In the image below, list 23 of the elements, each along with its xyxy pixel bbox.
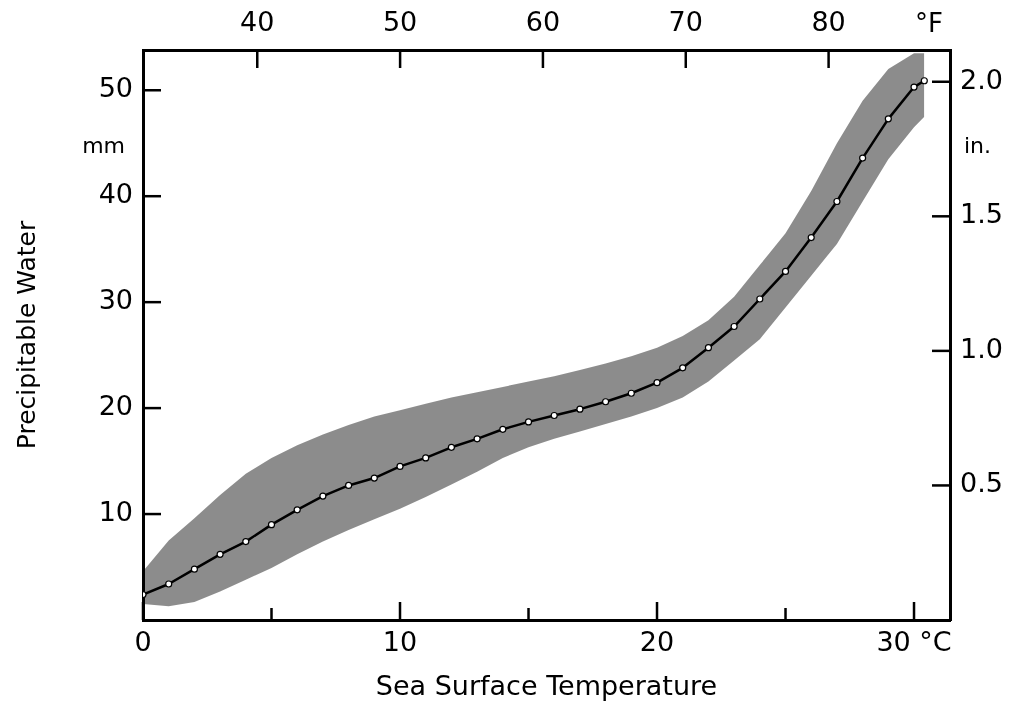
x-tick-label: 0 (134, 626, 152, 658)
x2-tick-label: 70 (668, 5, 703, 37)
x-tick-label: 10 (382, 626, 418, 658)
x-tick-label: 20 (639, 626, 675, 658)
x-tick-label: 30 °C (876, 626, 952, 658)
y2-tick-label: 1.0 (960, 332, 1003, 364)
x-axis-title: Sea Surface Temperature (375, 670, 718, 702)
y-tick-label: 30 (98, 284, 133, 316)
y-tick-label: 40 (98, 178, 133, 210)
x2-tick-label: 60 (525, 5, 561, 37)
x2-axis-title: °F (915, 7, 943, 38)
y2-tick-label: 2.0 (960, 63, 1003, 95)
x2-tick-label: 40 (240, 5, 275, 37)
y-axis-title: Precipitable Water (11, 220, 41, 450)
y-tick-label: 10 (98, 496, 133, 528)
y2-axis-title: in. (964, 132, 992, 158)
y2-tick-label: 0.5 (960, 467, 1003, 499)
y-tick-label: 50 (98, 72, 133, 104)
x2-tick-label: 50 (382, 5, 418, 37)
y-tick-label: 20 (98, 390, 133, 422)
y2-tick-label: 1.5 (960, 198, 1003, 230)
x2-tick-label: 80 (811, 5, 846, 37)
text: mm (82, 132, 125, 158)
